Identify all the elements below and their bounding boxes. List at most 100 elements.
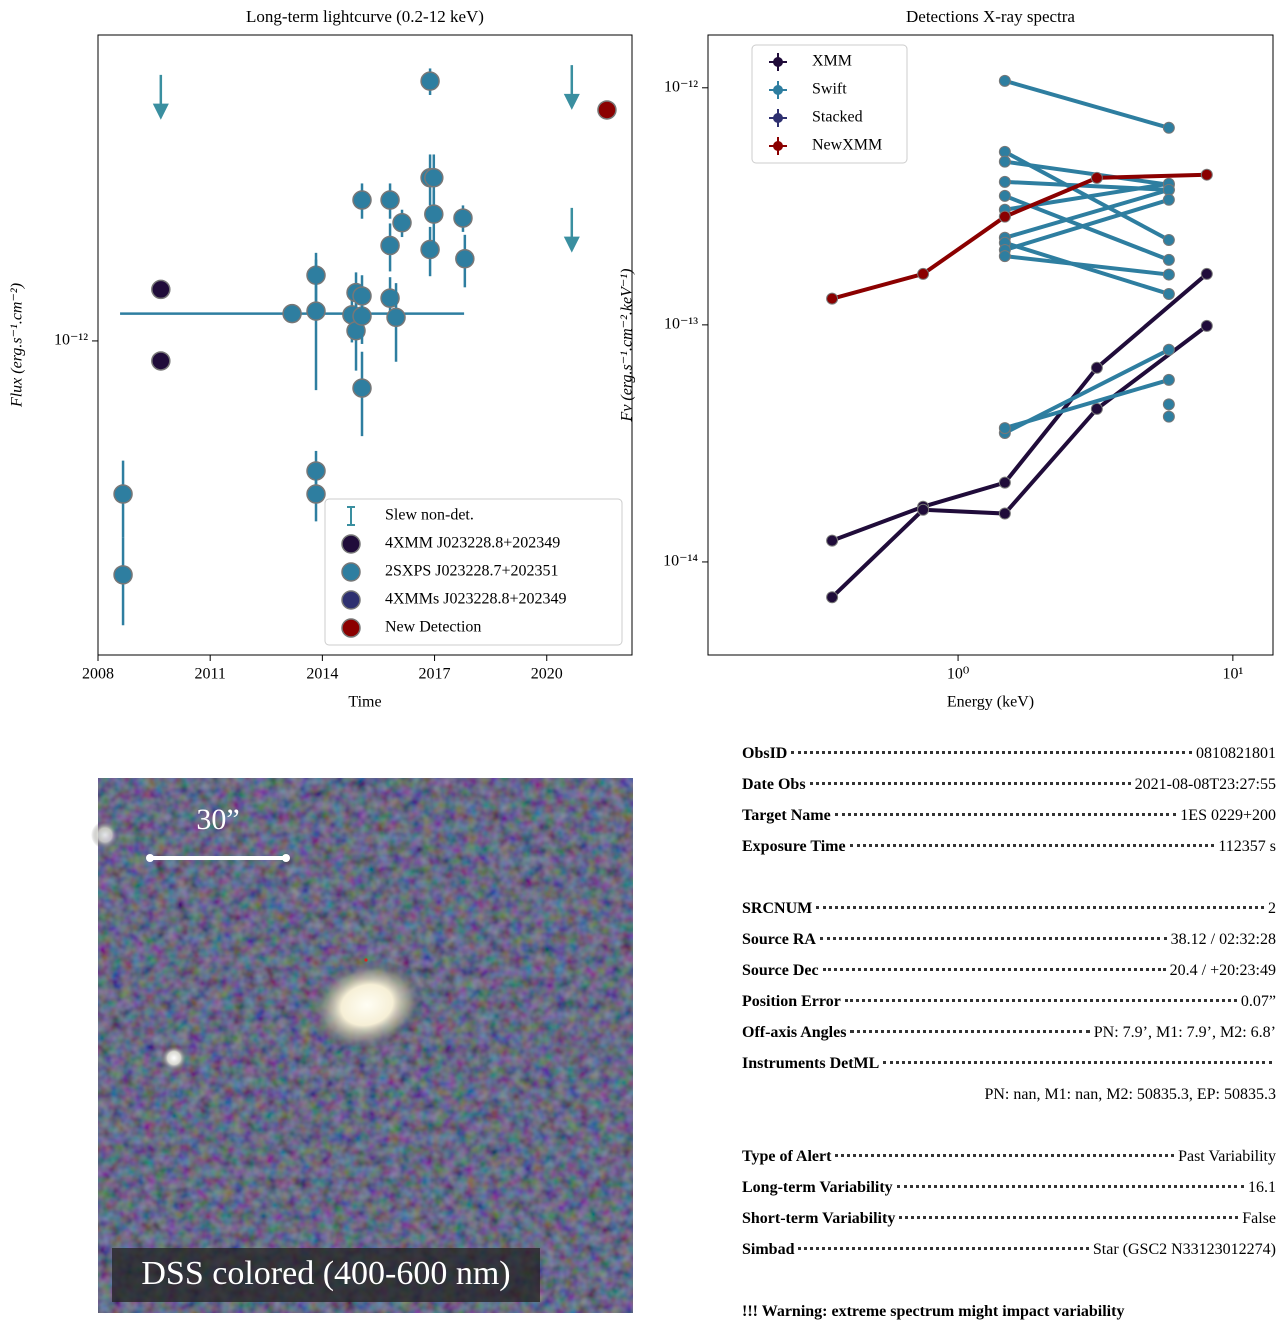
data-point [998, 476, 1011, 489]
legend-box [324, 498, 623, 646]
legend-label: 2SXPS J023228.7+202351 [385, 563, 559, 580]
star [91, 821, 119, 849]
info-key: Source RA [742, 931, 816, 948]
info-key: Type of Alert [742, 1148, 832, 1165]
leader-dots [849, 844, 1215, 847]
spectrum-line [1004, 377, 1170, 430]
info-value: PN: 7.9’, M1: 7.9’, M2: 6.8’ [1093, 1024, 1276, 1041]
info-value: 16.1 [1248, 1179, 1276, 1196]
info-row: SRCNUM 2 [742, 900, 1276, 931]
x-tick-label: 10¹ [1222, 666, 1243, 683]
x-tick-label: 2020 [531, 666, 563, 683]
info-key: SRCNUM [742, 900, 813, 917]
info-value: Star (GSC2 N33123012274) [1092, 1241, 1276, 1258]
data-point [998, 422, 1011, 435]
info-row: Simbad Star (GSC2 N33123012274) [742, 1241, 1276, 1272]
info-row: Type of Alert Past Variability [742, 1148, 1276, 1179]
plot-frame [707, 34, 1274, 656]
legend-label: 4XMM J023228.8+202349 [385, 535, 560, 552]
info-row: Exposure Time 112357 s [742, 838, 1276, 869]
info-row-continued: PN: nan, M1: nan, M2: 50835.3, EP: 50835… [742, 1086, 1276, 1117]
data-point [998, 189, 1011, 202]
x-tick-label: 10⁰ [947, 666, 969, 683]
leader-dots [844, 999, 1237, 1002]
info-section: SRCNUM 2 Source RA 38.12 / 02:32:28 Source D… [742, 900, 1276, 1117]
data-point [998, 74, 1011, 87]
spectrum-line [1004, 254, 1170, 277]
legend-label: Swift [812, 81, 847, 98]
data-point [1162, 373, 1175, 386]
info-key: Exposure Time [742, 838, 846, 855]
data-point [352, 378, 372, 398]
data-point [455, 249, 475, 269]
info-key: Simbad [742, 1241, 795, 1258]
legend-marker [773, 57, 783, 67]
legend-marker [773, 85, 783, 95]
info-value: 112357 s [1218, 838, 1276, 855]
data-point [380, 288, 400, 308]
spectrum-line [1004, 159, 1170, 187]
leader-dots [835, 1154, 1175, 1157]
info-row: Position Error 0.07” [742, 993, 1276, 1024]
upper-limit-arrow [152, 74, 169, 120]
leader-dots [809, 782, 1131, 785]
data-point [1090, 171, 1103, 184]
data-point [420, 71, 440, 91]
info-value: 38.12 / 02:32:28 [1170, 931, 1276, 948]
info-key: Long-term Variability [742, 1179, 893, 1196]
info-key: Position Error [742, 993, 841, 1010]
info-row: ObsID 0810821801 [742, 745, 1276, 776]
info-row: Source RA 38.12 / 02:32:28 [742, 931, 1276, 962]
legend-marker [347, 506, 355, 526]
data-point [392, 213, 412, 233]
data-point [1162, 343, 1175, 356]
y-tick-label: 10⁻¹² [54, 332, 88, 349]
x-tick-label: 2011 [194, 666, 225, 683]
info-value: False [1242, 1210, 1276, 1227]
legend-label: 4XMMs J023228.8+202349 [385, 591, 566, 608]
legend-marker [341, 618, 361, 638]
data-point [1090, 361, 1103, 374]
info-section: ObsID 0810821801 Date Obs 2021-08-08T23:27:… [742, 745, 1276, 869]
data-point [420, 239, 440, 260]
x-tick-label: 2014 [306, 666, 338, 683]
legend-marker [773, 113, 783, 123]
leader-dots [819, 937, 1167, 940]
spectrum-line [1004, 187, 1170, 240]
legend-label: XMM [812, 53, 852, 70]
data-point [998, 175, 1011, 188]
data-point [917, 503, 930, 516]
scale-bar-end [282, 854, 290, 862]
data-point [1162, 253, 1175, 266]
x-tick-label: 2017 [419, 666, 451, 683]
leader-dots [822, 968, 1166, 971]
data-point [113, 484, 133, 504]
data-point [1200, 319, 1213, 332]
upper-limit-arrow [563, 65, 580, 110]
data-point [826, 591, 839, 604]
legend-marker [341, 590, 361, 610]
info-key: Off-axis Angles [742, 1024, 847, 1041]
info-key: Date Obs [742, 776, 806, 793]
data-point [380, 235, 400, 256]
info-row: Long-term Variability 16.1 [742, 1179, 1276, 1210]
legend-label: New Detection [385, 619, 481, 636]
data-point [1162, 268, 1175, 281]
y-axis-label: Flux (erg.s⁻¹.cm⁻²) [9, 283, 26, 408]
data-point [826, 292, 839, 305]
spectrum-line [1004, 197, 1170, 252]
data-point [1162, 234, 1175, 247]
caption-box [112, 1248, 540, 1302]
info-key: ObsID [742, 745, 788, 762]
data-point [282, 303, 302, 324]
data-point [1162, 193, 1175, 206]
legend-box [751, 44, 908, 164]
image-caption: DSS colored (400-600 nm) [141, 1255, 510, 1292]
data-point [826, 534, 839, 547]
data-point [917, 267, 930, 280]
data-point [1162, 410, 1175, 423]
data-point [151, 351, 171, 371]
info-value: 2021-08-08T23:27:55 [1134, 776, 1276, 793]
info-value: Past Variability [1178, 1148, 1276, 1165]
